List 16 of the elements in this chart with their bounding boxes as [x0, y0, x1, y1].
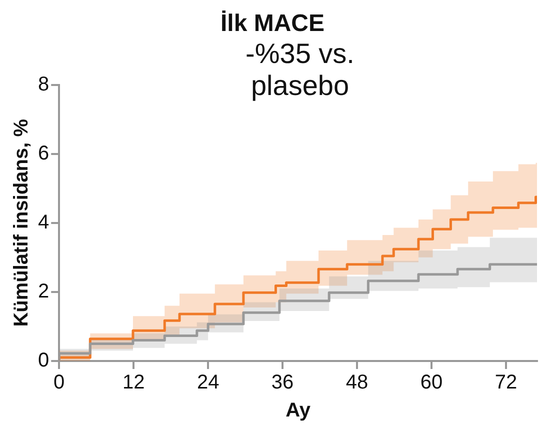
chart-title: İlk MACE — [220, 10, 325, 38]
x-tick-label: 36 — [271, 372, 294, 394]
y-axis-title: Kümülatif insidans, % — [10, 118, 33, 327]
x-tick-label: 0 — [54, 372, 65, 394]
x-tick-label: 72 — [494, 372, 518, 394]
y-tick-label: 8 — [38, 73, 50, 96]
annotation: -%35 vs. plasebo — [244, 38, 356, 102]
y-tick-label: 0 — [38, 350, 50, 372]
y-tick-label: 2 — [38, 280, 50, 302]
x-tick-label: 48 — [346, 372, 368, 394]
x-tick-label: 12 — [122, 372, 145, 394]
x-axis-title: Ay — [286, 400, 312, 422]
y-tick-label: 6 — [38, 142, 50, 164]
y-tick-label: 4 — [38, 211, 50, 234]
x-tick-label: 60 — [420, 372, 443, 394]
x-tick-label: 24 — [196, 372, 220, 394]
